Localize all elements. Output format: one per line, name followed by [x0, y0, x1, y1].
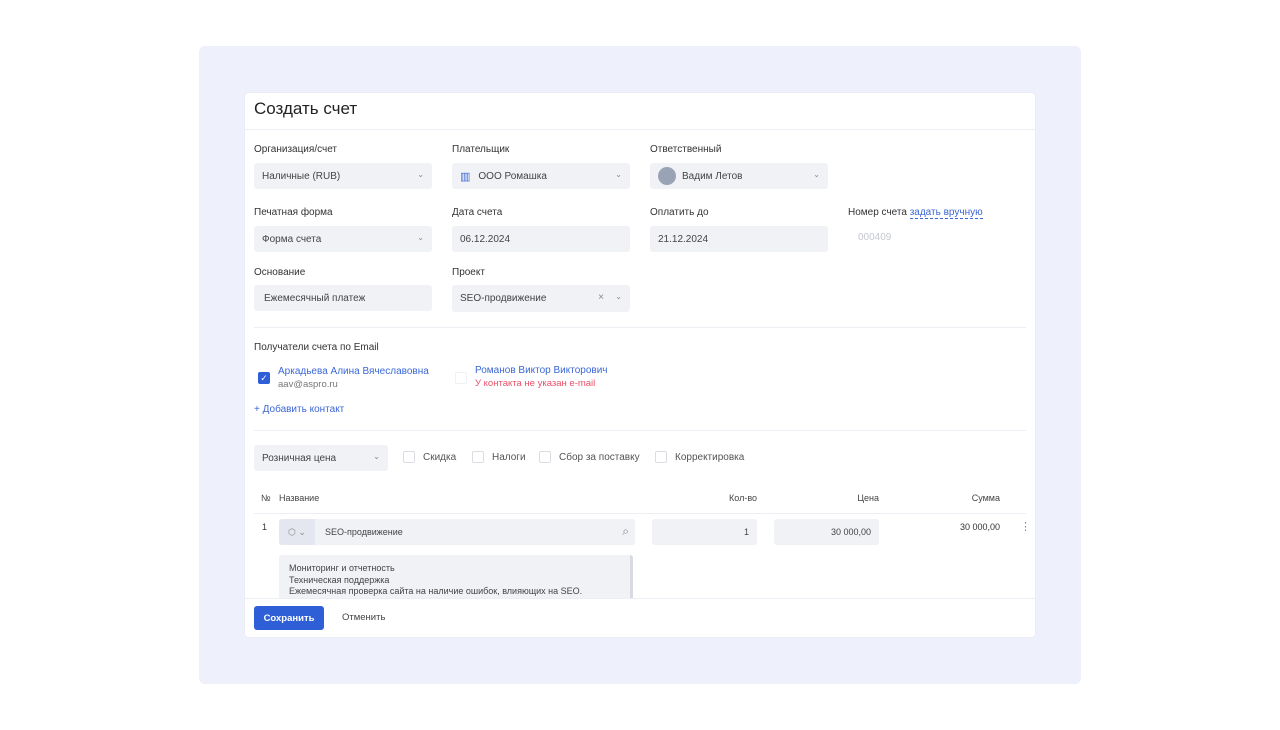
page-title: Создать счет: [254, 99, 358, 118]
col-qty: Кол-во: [729, 493, 757, 503]
pay-until-label: Оплатить до: [650, 207, 709, 218]
clear-icon[interactable]: ×: [598, 292, 604, 303]
table-header-divider: [254, 513, 1026, 514]
project-label: Проект: [452, 267, 485, 278]
invoice-number-label: Номер счета задать вручную: [848, 207, 983, 219]
recipient-name[interactable]: Аркадьева Алина Вячеславовна: [278, 366, 429, 377]
project-value: SEO-продвижение: [460, 293, 547, 304]
quantity-input[interactable]: 1: [652, 519, 757, 545]
set-manually-link[interactable]: задать вручную: [909, 207, 983, 219]
col-price: Цена: [857, 493, 879, 503]
invoice-number-label-text: Номер счета: [848, 207, 907, 218]
product-description[interactable]: Мониторинг и отчетность Техническая подд…: [279, 555, 633, 605]
org-select[interactable]: Наличные (RUB) ⌄: [254, 163, 432, 189]
divider: [254, 327, 1026, 328]
row-sum: 30 000,00: [959, 522, 1000, 532]
chevron-down-icon: ⌄: [373, 452, 380, 461]
adjustment-checkbox[interactable]: [655, 451, 667, 463]
avatar: [658, 167, 676, 185]
col-num: №: [261, 493, 271, 503]
recipient-name[interactable]: Романов Виктор Викторович: [475, 365, 608, 376]
chevron-down-icon: ⌄: [417, 170, 424, 179]
search-icon[interactable]: ⌕: [622, 524, 629, 538]
chevron-down-icon: ⌄: [813, 170, 820, 179]
payer-label: Плательщик: [452, 144, 510, 155]
taxes-label: Налоги: [492, 452, 526, 463]
building-icon: ▥: [460, 170, 471, 183]
more-icon[interactable]: ⋮: [1020, 521, 1031, 533]
price-input[interactable]: 30 000,00: [774, 519, 879, 545]
recipient-error: У контакта не указан e-mail: [475, 378, 596, 389]
responsible-select[interactable]: Вадим Летов ⌄: [650, 163, 828, 189]
chevron-down-icon: ⌄: [615, 292, 622, 301]
print-form-label: Печатная форма: [254, 207, 333, 218]
product-name-input[interactable]: ⬡ ⌄ SEO-продвижение ⌕: [279, 519, 635, 545]
discount-checkbox[interactable]: [403, 451, 415, 463]
invoice-date-label: Дата счета: [452, 207, 503, 218]
chevron-down-icon: ⌄: [417, 233, 424, 242]
dialog-header: Создать счет: [245, 93, 1035, 130]
col-name: Название: [279, 493, 320, 503]
discount-label: Скидка: [423, 452, 457, 463]
description-line: Ежемесячная проверка сайта на наличие ош…: [289, 586, 583, 596]
recipient-checkbox[interactable]: [455, 372, 467, 384]
adjustment-label: Корректировка: [675, 452, 745, 463]
product-name: SEO-продвижение: [325, 527, 403, 537]
basis-label: Основание: [254, 267, 306, 278]
dialog-footer: Сохранить Отменить: [245, 598, 1035, 637]
payer-value: ООО Ромашка: [478, 170, 547, 182]
responsible-label: Ответственный: [650, 144, 722, 155]
divider: [254, 430, 1026, 431]
recipient-checkbox[interactable]: ✓: [258, 372, 270, 384]
price-type-select[interactable]: Розничная цена ⌄: [254, 445, 388, 471]
price-type-value: Розничная цена: [262, 452, 337, 464]
invoice-date-input[interactable]: 06.12.2024: [452, 226, 630, 252]
taxes-checkbox[interactable]: [472, 451, 484, 463]
description-line: Мониторинг и отчетность: [289, 563, 395, 573]
responsible-value: Вадим Летов: [682, 170, 743, 182]
save-button[interactable]: Сохранить: [254, 606, 324, 630]
print-form-value: Форма счета: [262, 233, 322, 245]
delivery-fee-label: Сбор за поставку: [559, 452, 640, 463]
invoice-number-input[interactable]: 000409: [858, 232, 892, 243]
project-select[interactable]: SEO-продвижение × ⌄: [452, 285, 630, 312]
basis-input[interactable]: Ежемесячный платеж: [254, 285, 432, 311]
org-label: Организация/счет: [254, 144, 337, 155]
product-type-button[interactable]: ⬡ ⌄: [279, 519, 315, 545]
org-value: Наличные (RUB): [262, 170, 341, 182]
chevron-down-icon: ⌄: [615, 170, 622, 179]
recipients-label: Получатели счета по Email: [254, 342, 379, 353]
row-number: 1: [262, 522, 268, 532]
description-line: Техническая поддержка: [289, 574, 390, 585]
pay-until-input[interactable]: 21.12.2024: [650, 226, 828, 252]
col-sum: Сумма: [971, 493, 1000, 503]
payer-select[interactable]: ▥ ООО Ромашка ⌄: [452, 163, 630, 189]
add-contact-link[interactable]: + Добавить контакт: [254, 404, 345, 415]
delivery-fee-checkbox[interactable]: [539, 451, 551, 463]
print-form-select[interactable]: Форма счета ⌄: [254, 226, 432, 252]
create-invoice-dialog: Создать счет Организация/счет Наличные (…: [245, 93, 1035, 637]
cancel-button[interactable]: Отменить: [342, 612, 386, 623]
recipient-email: aav@aspro.ru: [278, 379, 338, 390]
